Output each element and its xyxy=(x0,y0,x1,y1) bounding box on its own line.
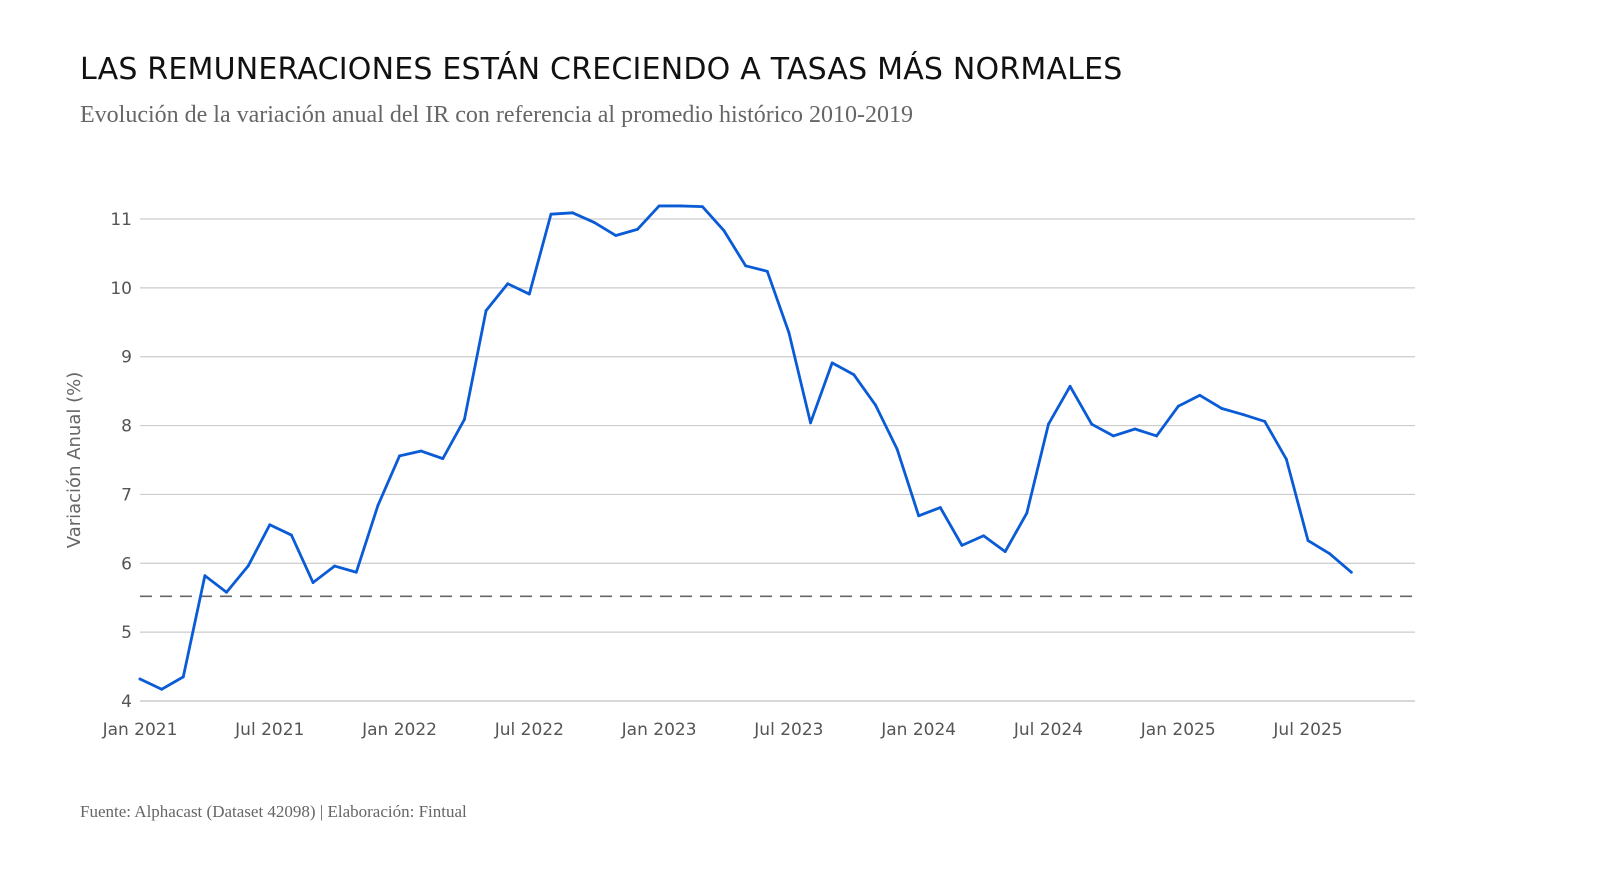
data-point xyxy=(1284,457,1288,461)
x-axis-ticks: Jan 2021 Jul 2021 Jan 2022 Jul 2022 Jan 2023… xyxy=(102,720,1343,740)
x-tick-label: Jan 2025 xyxy=(1140,720,1216,740)
data-point xyxy=(1025,511,1029,515)
x-tick-label: Jul 2021 xyxy=(234,720,304,740)
data-point xyxy=(830,361,834,365)
data-point xyxy=(246,564,250,568)
data-point xyxy=(1263,420,1267,423)
data-point xyxy=(722,229,726,233)
x-tick-label: Jan 2023 xyxy=(621,720,697,740)
data-point xyxy=(1155,434,1159,438)
chart-subtitle: Evolución de la variación anual del IR c… xyxy=(80,102,914,128)
data-point xyxy=(938,506,942,509)
data-point xyxy=(203,574,207,578)
y-tick-label: 6 xyxy=(121,554,132,574)
data-point xyxy=(1306,539,1310,542)
data-point xyxy=(1090,422,1094,426)
data-point xyxy=(679,204,683,208)
x-tick-label: Jul 2023 xyxy=(753,720,823,740)
y-tick-label: 9 xyxy=(121,348,132,368)
data-point xyxy=(1176,404,1180,408)
data-point xyxy=(419,449,423,453)
data-point xyxy=(268,523,272,527)
data-point xyxy=(744,264,748,268)
data-point xyxy=(852,373,856,377)
series-line xyxy=(138,204,1353,691)
source-note: Fuente: Alphacast (Dataset 42098) | Elab… xyxy=(80,802,467,821)
data-point xyxy=(138,677,142,681)
data-point xyxy=(290,533,293,537)
data-point xyxy=(614,234,618,237)
data-point xyxy=(592,221,596,224)
data-point xyxy=(333,564,337,568)
data-point xyxy=(225,590,228,594)
data-point xyxy=(1198,393,1202,397)
y-tick-label: 4 xyxy=(121,692,132,712)
y-tick-label: 10 xyxy=(110,279,132,299)
data-point xyxy=(982,534,985,538)
data-point xyxy=(960,543,964,547)
data-point xyxy=(160,687,164,691)
data-point xyxy=(549,212,553,216)
data-point xyxy=(571,211,574,215)
data-point xyxy=(398,454,401,458)
y-tick-label: 11 xyxy=(110,210,132,230)
data-point xyxy=(376,504,380,507)
data-point xyxy=(484,309,488,312)
data-point xyxy=(506,282,510,286)
data-point xyxy=(636,227,639,231)
data-point xyxy=(441,457,445,461)
x-tick-label: Jul 2025 xyxy=(1272,720,1342,740)
data-point xyxy=(463,417,466,421)
data-point xyxy=(1328,552,1332,556)
x-tick-label: Jan 2021 xyxy=(102,720,178,740)
series-points xyxy=(138,204,1353,691)
data-point xyxy=(1133,427,1137,431)
data-point xyxy=(1068,384,1072,388)
data-point xyxy=(1241,413,1245,416)
x-tick-label: Jul 2024 xyxy=(1013,720,1083,740)
data-point xyxy=(874,403,877,407)
y-axis-title: Variación Anual (%) xyxy=(64,372,85,548)
chart-title: LAS REMUNERACIONES ESTÁN CRECIENDO A TAS… xyxy=(80,52,1123,87)
data-point xyxy=(917,514,921,518)
data-point xyxy=(787,331,791,335)
y-tick-label: 5 xyxy=(121,623,132,643)
y-tick-label: 8 xyxy=(121,417,132,437)
data-point xyxy=(181,675,185,679)
data-point xyxy=(527,292,531,296)
data-point xyxy=(1349,570,1353,574)
data-point xyxy=(657,204,661,208)
data-point xyxy=(765,269,769,273)
data-point xyxy=(311,581,315,584)
data-point xyxy=(1047,422,1050,426)
x-tick-label: Jan 2024 xyxy=(880,720,956,740)
y-axis-ticks: 4 5 6 7 8 9 10 11 xyxy=(110,210,132,712)
data-point xyxy=(809,421,812,425)
data-point xyxy=(354,570,358,574)
x-tick-label: Jan 2022 xyxy=(361,720,437,740)
data-point xyxy=(1003,550,1007,553)
data-point xyxy=(700,205,704,209)
x-tick-label: Jul 2022 xyxy=(494,720,564,740)
data-point xyxy=(1220,406,1223,410)
y-tick-label: 7 xyxy=(121,485,132,505)
data-point xyxy=(1111,434,1115,438)
grid-lines xyxy=(140,218,1415,702)
data-point xyxy=(895,447,899,451)
